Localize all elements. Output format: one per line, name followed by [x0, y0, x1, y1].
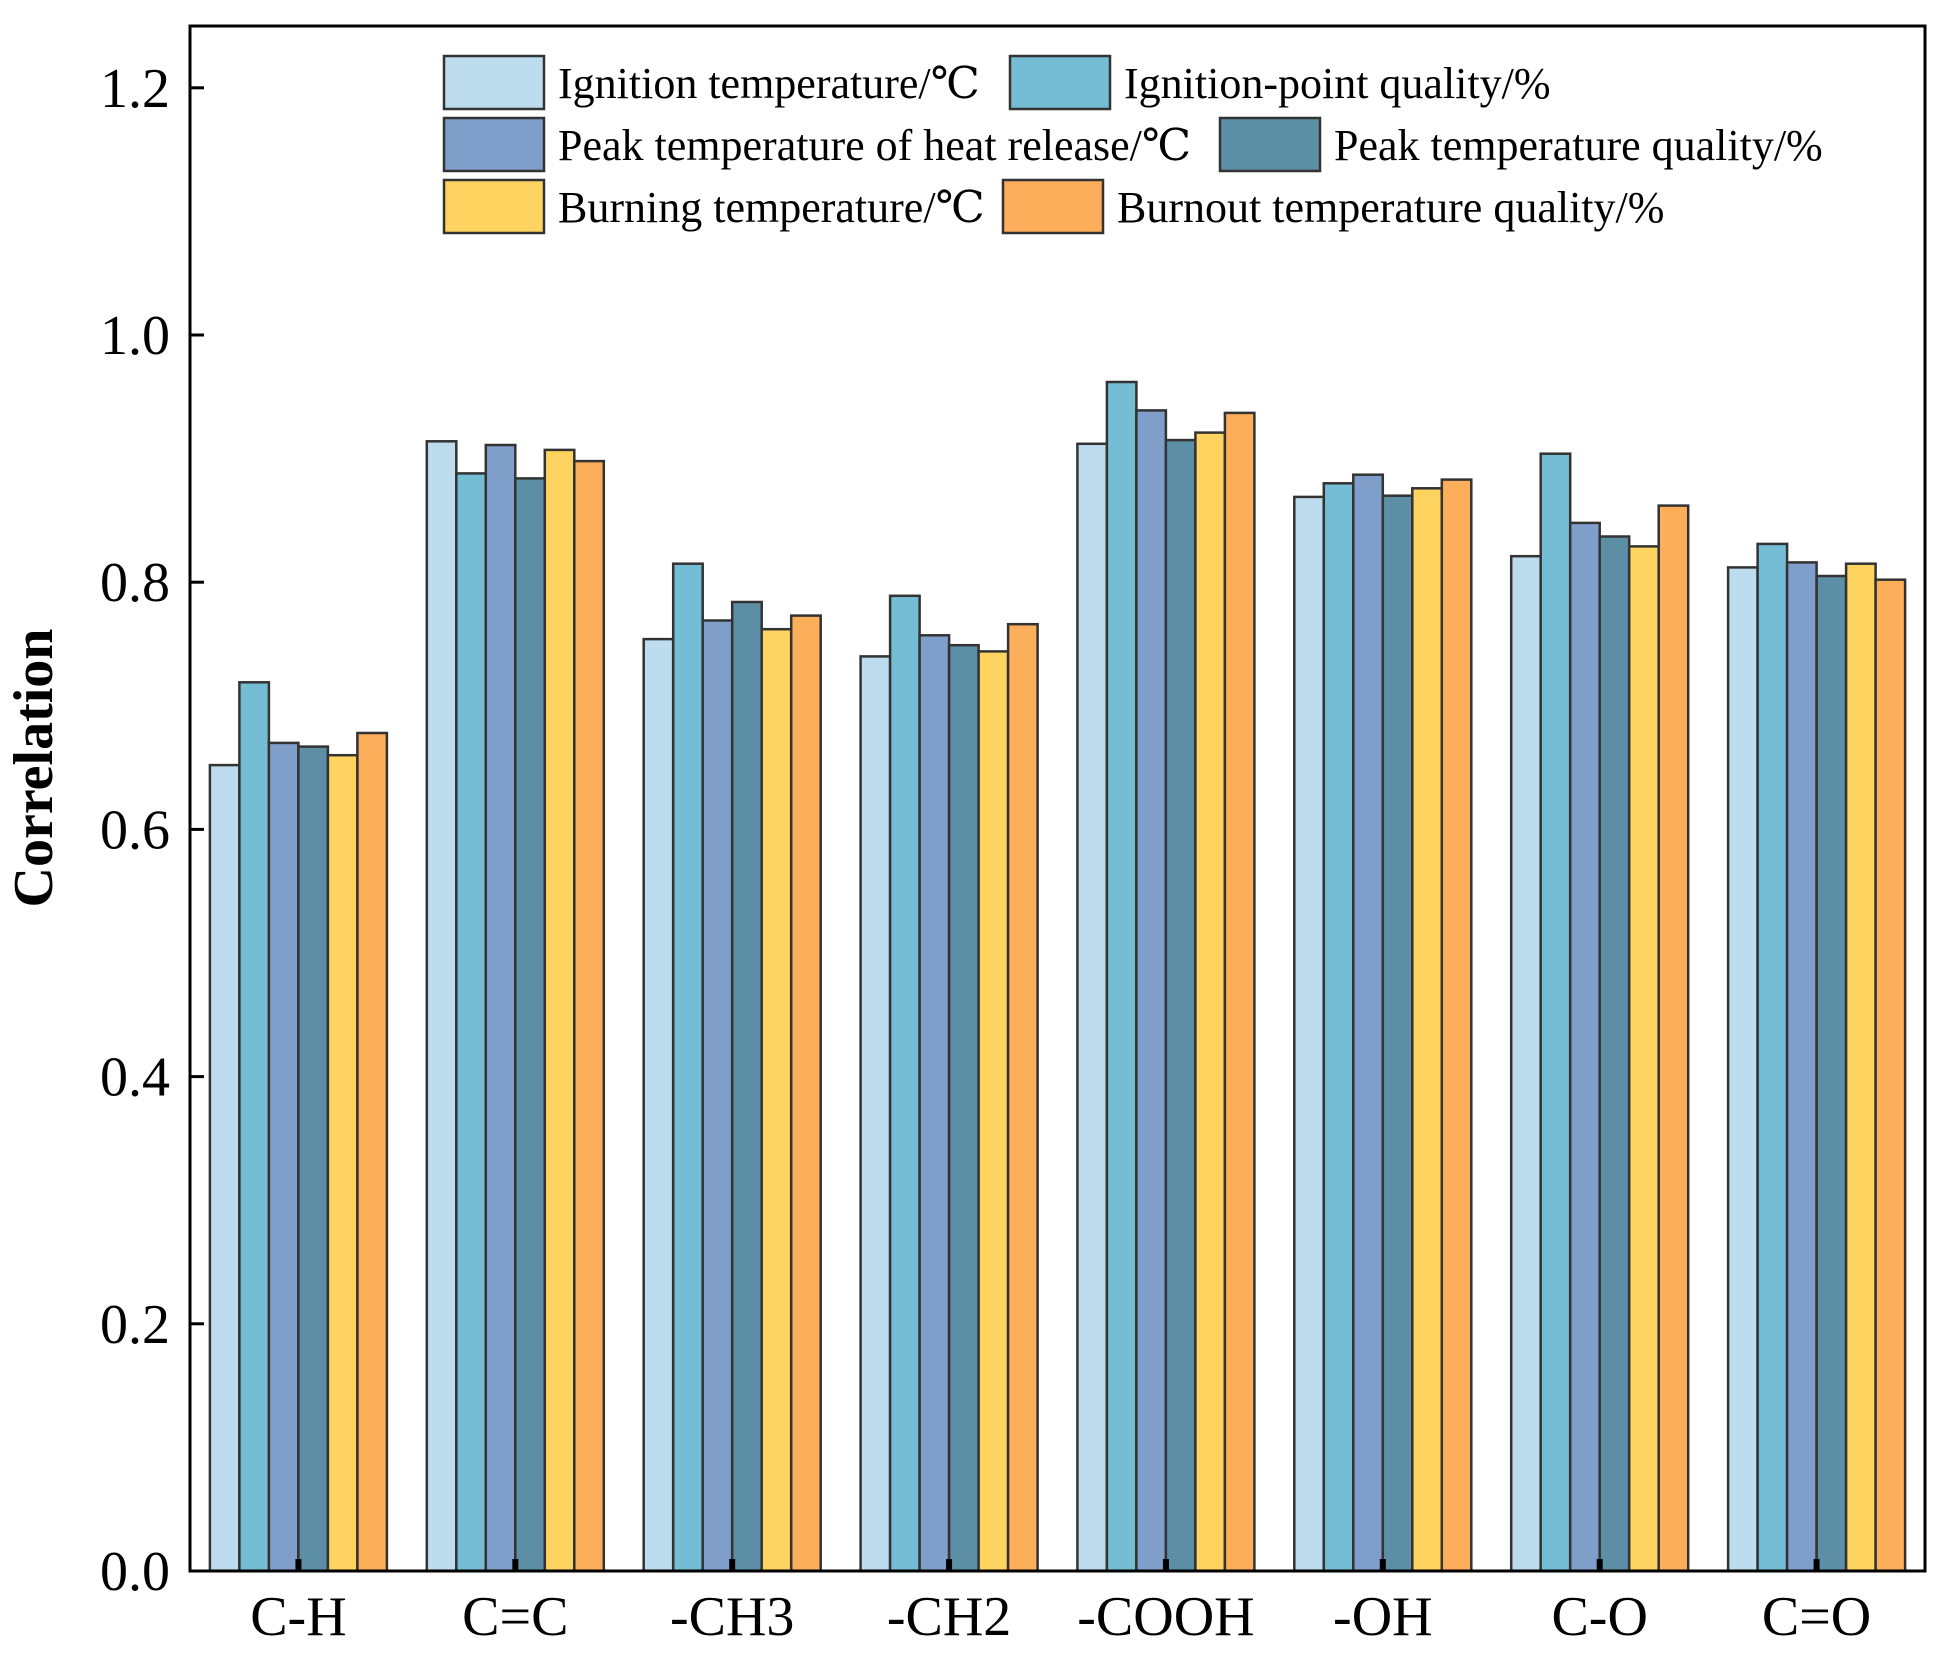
y-tick-label: 0.8 [100, 552, 170, 614]
legend-label: Ignition temperature/℃ [558, 59, 980, 108]
legend-label: Peak temperature of heat release/℃ [558, 121, 1191, 170]
bar--OH-series-3 [1352, 473, 1385, 1573]
bar-C-H-series-2 [238, 681, 271, 1573]
bar-C=O-series-2 [1756, 542, 1789, 1573]
y-axis-title: Correlation [3, 629, 65, 908]
bar-C-H-series-1 [208, 763, 241, 1573]
bar--CH3-series-3 [701, 619, 734, 1573]
legend: Ignition temperature/℃ Ignition-point qua… [442, 54, 1823, 235]
x-tick-label: C-H [250, 1586, 346, 1648]
bar-C-O-series-2 [1539, 452, 1572, 1573]
bar--OH-series-5 [1411, 487, 1444, 1573]
x-tick-label: C-O [1551, 1586, 1647, 1648]
bar--CH3-series-4 [730, 600, 763, 1573]
legend-swatch [442, 116, 546, 173]
bar--COOH-series-2 [1105, 380, 1138, 1573]
legend-label: Burnout temperature quality/% [1117, 183, 1664, 232]
legend-label: Peak temperature quality/% [1334, 121, 1823, 170]
legend-swatch [442, 54, 546, 111]
bar--CH3-series-5 [760, 627, 793, 1573]
bar--COOH-series-5 [1194, 431, 1227, 1573]
bar-C-H-series-5 [326, 753, 359, 1573]
bar-C-H-series-6 [356, 731, 389, 1573]
bar--COOH-series-3 [1135, 409, 1168, 1573]
legend-swatch [1001, 178, 1105, 235]
y-tick-label: 0.2 [100, 1294, 170, 1356]
bar--COOH-series-1 [1076, 442, 1109, 1573]
bar--CH3-series-2 [671, 562, 704, 1573]
x-tick-label: -CH3 [670, 1586, 794, 1648]
legend-label: Ignition-point quality/% [1124, 59, 1551, 108]
x-tick-label: -COOH [1077, 1586, 1254, 1648]
bar-C=O-series-4 [1815, 574, 1848, 1573]
legend-swatch [442, 178, 546, 235]
y-tick-label: 1.0 [100, 305, 170, 367]
bar--OH-series-1 [1293, 495, 1326, 1573]
bar--CH3-series-6 [789, 614, 822, 1573]
bar-C-H-series-4 [297, 745, 330, 1573]
bar-C=O-series-6 [1874, 578, 1907, 1573]
bar--CH2-series-5 [977, 650, 1010, 1573]
x-tick-label: C=C [462, 1586, 568, 1648]
bar-C=C-series-6 [573, 459, 606, 1573]
bar-C-O-series-4 [1598, 535, 1631, 1573]
y-tick-label: 0.0 [100, 1541, 170, 1603]
x-tick-label: -OH [1333, 1586, 1433, 1648]
bar-C=C-series-3 [484, 443, 517, 1573]
x-tick-label: C=O [1762, 1586, 1871, 1648]
bar--CH2-series-6 [1006, 622, 1039, 1573]
axes-layer: C-H C=C -CH3 -CH2 -COOH -OH C-O C=O 0.0 0.2 0.4 0.6… [100, 58, 1871, 1648]
x-tick-label: -CH2 [887, 1586, 1011, 1648]
bar--OH-series-2 [1322, 482, 1355, 1573]
legend-swatch [1218, 116, 1322, 173]
bar-C=O-series-5 [1844, 562, 1877, 1573]
bar-C=C-series-1 [425, 440, 458, 1573]
legend-label: Burning temperature/℃ [558, 183, 985, 232]
bar--COOH-series-6 [1223, 411, 1256, 1573]
bar--CH3-series-1 [642, 637, 675, 1573]
bar--CH2-series-3 [918, 634, 951, 1573]
legend-swatch [1008, 54, 1112, 111]
bar-C-O-series-6 [1657, 504, 1690, 1573]
bar-C=O-series-3 [1785, 561, 1818, 1573]
bar-C-H-series-3 [267, 741, 300, 1573]
bar-C-O-series-1 [1509, 554, 1542, 1573]
bar-C-O-series-3 [1568, 521, 1601, 1573]
bar-C=C-series-2 [455, 472, 488, 1573]
plot-area-frame [188, 24, 1927, 1573]
bars-layer [208, 380, 1907, 1573]
bar-C=O-series-1 [1726, 566, 1759, 1573]
bar--OH-series-4 [1381, 494, 1414, 1573]
bar--OH-series-6 [1440, 478, 1473, 1573]
y-tick-label: 1.2 [100, 58, 170, 120]
bar-C=C-series-5 [543, 448, 576, 1573]
bar-C=C-series-4 [514, 477, 547, 1573]
bar--COOH-series-4 [1164, 438, 1197, 1573]
bar-C-O-series-5 [1627, 545, 1660, 1573]
bar--CH2-series-2 [888, 594, 921, 1573]
bar--CH2-series-4 [947, 643, 980, 1573]
bar--CH2-series-1 [859, 655, 892, 1573]
y-tick-label: 0.6 [100, 799, 170, 861]
y-tick-label: 0.4 [100, 1047, 170, 1109]
